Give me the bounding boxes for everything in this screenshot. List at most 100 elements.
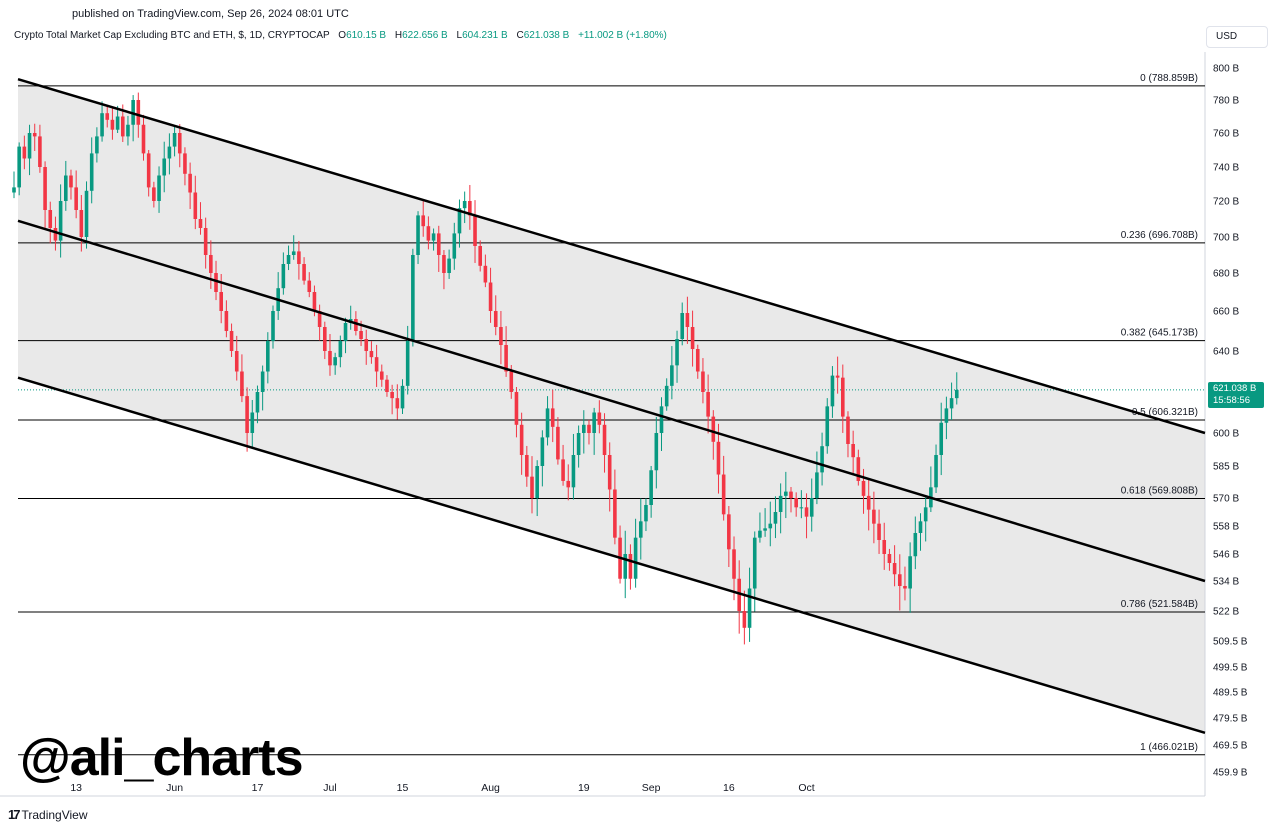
- candle-body: [613, 489, 617, 538]
- candle-body: [877, 523, 881, 540]
- open-value: 610.15 B: [346, 30, 387, 41]
- last-price-value: 621.038 B: [1213, 383, 1257, 394]
- channel-middle-line: [17, 219, 1206, 583]
- candle-body: [742, 611, 747, 628]
- x-tick-label: Sep: [642, 782, 661, 794]
- x-tick-label: 17: [252, 782, 264, 794]
- candle-body: [488, 282, 493, 311]
- currency-button[interactable]: USD: [1206, 26, 1268, 48]
- tradingview-logo[interactable]: 17 TradingView: [8, 807, 88, 822]
- x-tick-label: Jun: [166, 782, 183, 794]
- candle-body: [115, 116, 120, 130]
- candle-body: [193, 192, 198, 219]
- candle-body: [804, 507, 809, 517]
- candle-body: [499, 327, 503, 345]
- candle-body: [794, 498, 798, 508]
- candle-body: [856, 457, 861, 481]
- candle-body: [457, 208, 462, 234]
- candle-body: [105, 113, 110, 120]
- candle-body: [773, 512, 778, 524]
- candle-body: [338, 341, 343, 358]
- candle-body: [825, 406, 830, 447]
- candle-body: [17, 146, 21, 188]
- last-price-tag: 621.038 B 15:58:56: [1208, 382, 1264, 408]
- candle-body: [359, 331, 363, 339]
- candle-body: [602, 424, 607, 455]
- candle-body: [633, 537, 638, 579]
- candle-body: [369, 351, 374, 358]
- y-tick-label: 479.5 B: [1213, 714, 1248, 725]
- candle-body: [43, 167, 47, 210]
- candle-body: [519, 424, 524, 455]
- x-tick-label: Aug: [481, 782, 500, 794]
- candle-body: [561, 459, 565, 481]
- candle-body: [882, 540, 887, 554]
- candle-body: [89, 153, 94, 191]
- candle-body: [607, 455, 612, 490]
- candle-body: [74, 187, 78, 210]
- candle-body: [504, 345, 508, 372]
- candle-body: [582, 424, 586, 433]
- y-tick-label: 760 B: [1213, 129, 1239, 140]
- candle-body: [659, 406, 664, 433]
- candle-body: [442, 255, 446, 273]
- published-note: published on TradingView.com, Sep 26, 20…: [72, 8, 349, 20]
- candle-body: [675, 339, 679, 366]
- candle-body: [820, 446, 824, 473]
- candle-body: [597, 412, 602, 425]
- y-tick-label: 534 B: [1213, 577, 1239, 588]
- candle-body: [918, 521, 923, 533]
- candle-body: [473, 215, 477, 246]
- candle-body: [861, 480, 866, 496]
- candle-body: [297, 251, 301, 264]
- channel-fill: [18, 79, 1205, 733]
- candle-body: [38, 136, 42, 167]
- candle-body: [198, 219, 203, 228]
- candle-body: [421, 215, 426, 227]
- candle-body: [136, 100, 141, 125]
- candle-body: [379, 371, 384, 380]
- channel-upper-line: [17, 78, 1206, 435]
- candle-body: [768, 523, 773, 529]
- tradingview-brand: TradingView: [21, 807, 88, 822]
- candle-body: [64, 175, 68, 201]
- candle-body: [716, 441, 721, 475]
- fib-level-label: 1 (466.021B): [1140, 742, 1198, 753]
- candle-body: [478, 246, 482, 266]
- candle-body: [550, 408, 555, 427]
- candle-body: [214, 273, 218, 292]
- x-tick-label: Oct: [798, 782, 814, 794]
- candle-body: [48, 210, 53, 228]
- candle-body: [913, 533, 918, 557]
- candle-body: [944, 408, 949, 423]
- candle-body: [447, 258, 451, 273]
- candle-body: [903, 586, 907, 589]
- candle-body: [664, 385, 669, 407]
- candle-body: [509, 371, 514, 392]
- candle-body: [307, 280, 312, 292]
- candle-body: [240, 371, 244, 397]
- fib-level-label: 0.236 (696.708B): [1121, 230, 1198, 241]
- candle-body: [706, 392, 710, 417]
- y-tick-label: 558 B: [1213, 522, 1239, 533]
- candle-body: [95, 136, 99, 154]
- channel-lower-line: [17, 376, 1206, 735]
- candle-body: [436, 233, 441, 255]
- candle-body: [245, 396, 249, 433]
- candle-body: [328, 351, 332, 366]
- y-tick-label: 585 B: [1213, 462, 1239, 473]
- change-value: +11.002 B (+1.80%): [578, 30, 667, 41]
- candle-body: [411, 255, 415, 341]
- candle-body: [758, 530, 762, 538]
- low-label: L: [456, 30, 463, 41]
- candle-body: [255, 392, 260, 413]
- candle-body: [152, 187, 156, 201]
- candle-body: [126, 124, 130, 137]
- y-tick-label: 660 B: [1213, 307, 1239, 318]
- candle-body: [556, 426, 560, 460]
- candle-body: [841, 377, 845, 417]
- candle-body: [229, 331, 234, 351]
- candle-body: [390, 392, 394, 399]
- candle-body: [695, 349, 700, 372]
